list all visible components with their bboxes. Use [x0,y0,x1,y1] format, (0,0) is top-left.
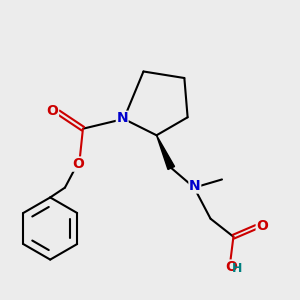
Text: O: O [225,260,237,274]
Text: O: O [256,219,268,233]
Text: N: N [189,179,201,193]
Text: N: N [116,111,128,125]
Text: O: O [46,104,58,118]
Text: H: H [232,262,242,275]
Text: O: O [72,157,84,171]
Polygon shape [157,135,175,170]
